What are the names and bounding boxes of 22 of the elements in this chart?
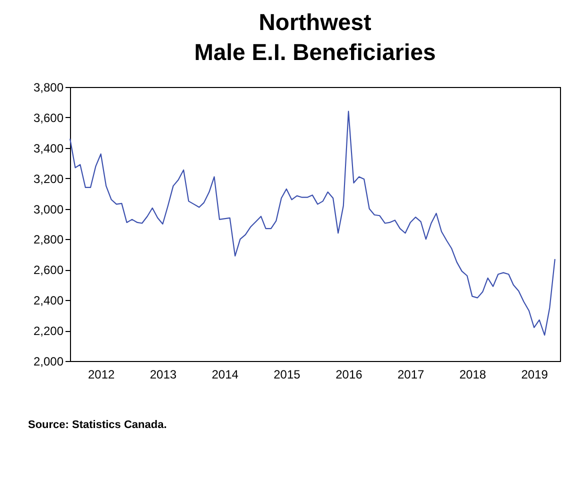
y-tick-label: 3,000 <box>33 202 64 216</box>
y-tick-label: 2,400 <box>33 294 64 308</box>
x-tick-label: 2014 <box>212 368 239 382</box>
text: Northwest <box>258 9 372 35</box>
x-tick-label: 2013 <box>150 368 177 382</box>
x-tick-label: 2012 <box>88 368 116 382</box>
x-tick-label: 2015 <box>274 368 301 382</box>
y-tick-label: 2,200 <box>33 324 64 338</box>
x-tick-label: 2016 <box>336 368 363 382</box>
y-tick-label: 3,400 <box>33 141 64 156</box>
x-tick-label: 2018 <box>459 368 486 382</box>
line-series <box>69 110 556 336</box>
source-note: Source: Statistics Canada. <box>28 419 167 431</box>
y-tick-label: 3,200 <box>33 172 64 186</box>
y-tick-label: 2,800 <box>33 232 64 247</box>
y-tick-label: 3,600 <box>33 110 64 125</box>
x-tick-label: 2019 <box>521 368 548 382</box>
y-tick-label: 3,800 <box>33 80 64 94</box>
x-tick-label: 2017 <box>397 368 425 382</box>
y-tick-label: 2,000 <box>33 354 64 368</box>
text: Male E.I. Beneficiaries <box>194 39 436 65</box>
y-tick-label: 2,600 <box>33 263 64 278</box>
